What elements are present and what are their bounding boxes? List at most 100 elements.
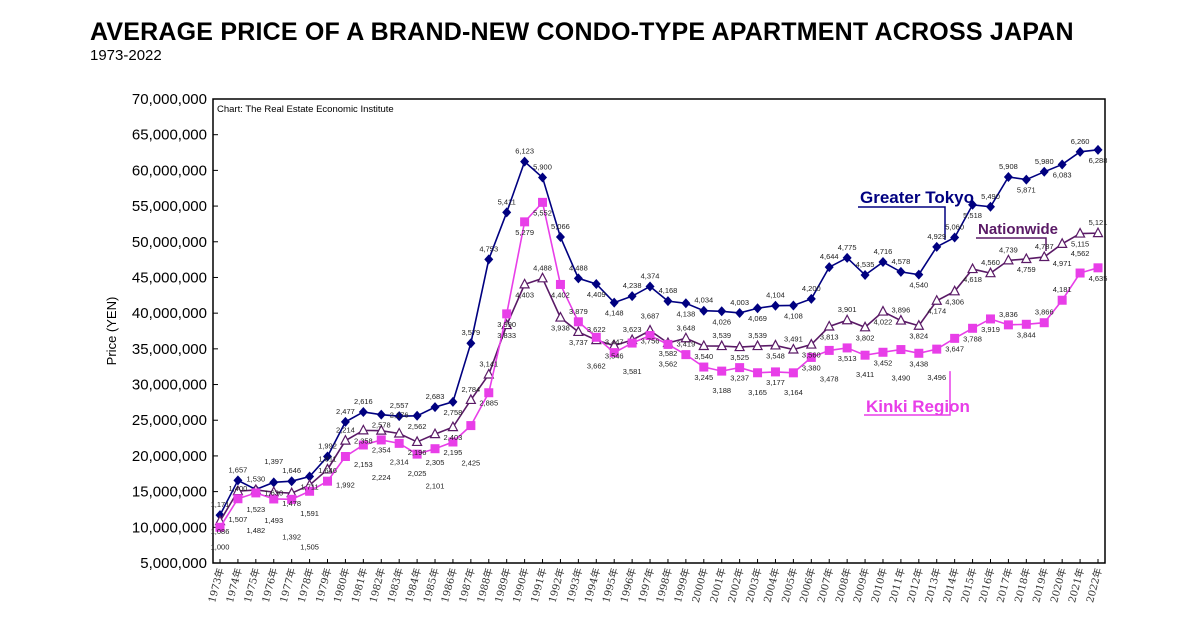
- kinki-region-point: [806, 352, 816, 362]
- nationwide-point: [877, 305, 889, 316]
- greater-tokyo-point: [358, 406, 368, 417]
- greater-tokyo-data-label: 5,060: [945, 222, 964, 231]
- nationwide-data-label: 3,901: [838, 305, 857, 314]
- kinki-region-data-label: 3,788: [963, 334, 982, 343]
- greater-tokyo-point: [1075, 146, 1085, 157]
- greater-tokyo-point: [1093, 144, 1103, 155]
- greater-tokyo-point: [520, 156, 530, 167]
- kinki-region-data-label: 4,635: [1089, 274, 1108, 283]
- greater-tokyo-data-label: 5,518: [963, 211, 982, 220]
- greater-tokyo-data-label: 4,003: [730, 298, 749, 307]
- greater-tokyo-data-label: 4,168: [659, 286, 678, 295]
- kinki-region-point: [412, 449, 422, 459]
- kinki-region-point: [269, 494, 279, 504]
- x-tick-label: 1984年: [402, 566, 424, 604]
- nationwide-point: [322, 463, 334, 474]
- greater-tokyo-point: [914, 269, 924, 280]
- nationwide-point: [931, 294, 943, 305]
- greater-tokyo-data-label: 1,530: [246, 474, 265, 483]
- y-tick-label: 50,000,000: [132, 234, 207, 251]
- kinki-region-point: [287, 494, 297, 504]
- nationwide-data-label: 5,115: [1071, 240, 1089, 249]
- nationwide-data-label: 1,478: [282, 499, 301, 508]
- x-tick-label: 2002年: [725, 566, 747, 604]
- x-tick-label: 1996年: [617, 566, 639, 604]
- greater-tokyo-data-label: 6,260: [1071, 137, 1090, 146]
- nationwide-point: [447, 420, 459, 432]
- x-tick-label: 2022年: [1083, 566, 1105, 604]
- greater-tokyo-point: [287, 476, 297, 487]
- kinki-region-data-label: 4,402: [551, 290, 570, 299]
- nationwide-data-label: 4,739: [999, 245, 1018, 254]
- y-tick-label: 65,000,000: [132, 127, 207, 144]
- greater-tokyo-point: [609, 297, 619, 308]
- nationwide-data-label: 4,618: [963, 275, 982, 284]
- greater-tokyo-data-label: 4,578: [892, 257, 911, 266]
- nationwide-data-label: 4,403: [515, 290, 534, 299]
- x-tick-label: 1978年: [295, 566, 317, 604]
- greater-tokyo-data-label: 2,683: [426, 392, 445, 401]
- nationwide-data-label: 2,214: [336, 426, 355, 435]
- nationwide-data-label: 3,546: [605, 352, 624, 361]
- kinki-region-data-label: 3,478: [820, 374, 839, 383]
- greater-tokyo-point: [340, 416, 350, 427]
- kinki-region-data-label: 3,562: [659, 359, 678, 368]
- nationwide-data-label: 3,813: [820, 333, 839, 342]
- nationwide-data-label: 1,493: [264, 516, 283, 525]
- chart-title: AVERAGE PRICE OF A BRAND-NEW CONDO-TYPE …: [90, 18, 1074, 46]
- x-tick-label: 1990年: [510, 566, 532, 604]
- kinki-region-data-label: 1,992: [336, 480, 355, 489]
- greater-tokyo-point: [591, 278, 601, 289]
- greater-tokyo-data-label: 4,488: [569, 263, 588, 272]
- y-tick-label: 35,000,000: [132, 341, 207, 358]
- kinki-region-data-label: 3,164: [784, 388, 803, 397]
- x-tick-label: 2011年: [886, 566, 908, 604]
- kinki-region-point: [305, 486, 315, 496]
- x-tick-label: 1977年: [277, 566, 299, 604]
- greater-tokyo-point: [305, 471, 315, 482]
- nationwide-data-label: 3,141: [479, 359, 498, 368]
- nationwide-point: [537, 272, 549, 283]
- x-tick-label: 1995年: [599, 566, 621, 604]
- x-tick-label: 1974年: [223, 566, 245, 604]
- kinki-region-data-label: 1,397: [264, 457, 283, 466]
- greater-tokyo-data-label: 1,646: [282, 466, 301, 475]
- greater-tokyo-data-label: 4,108: [784, 311, 803, 320]
- greater-tokyo-data-label: 4,535: [856, 260, 875, 269]
- kinki-region-data-label: 2,101: [426, 482, 445, 491]
- nationwide-data-label: 3,548: [766, 351, 785, 360]
- kinki-region-point: [824, 345, 834, 355]
- greater-tokyo-point: [573, 273, 583, 284]
- greater-tokyo-point: [1039, 166, 1049, 177]
- nationwide-point: [734, 340, 746, 352]
- x-tick-label: 2001年: [707, 566, 729, 604]
- kinki-region-point: [466, 421, 476, 431]
- greater-tokyo-data-label: 5,411: [498, 197, 516, 206]
- nationwide-data-label: 1,086: [211, 527, 230, 536]
- greater-tokyo-data-label: 2,562: [408, 422, 427, 431]
- greater-tokyo-data-label: 6,123: [515, 147, 534, 156]
- x-tick-label: 2010年: [868, 566, 890, 604]
- kinki-region-data-label: 3,188: [712, 386, 731, 395]
- source-note: Chart: The Real Estate Economic Institut…: [217, 104, 394, 115]
- kinki-region-point: [215, 522, 225, 532]
- kinki-region-data-label: 5,552: [533, 208, 552, 217]
- nationwide-point: [411, 435, 423, 447]
- kinki-region-data-label: 3,496: [927, 373, 946, 382]
- greater-tokyo-data-label: 4,200: [802, 284, 821, 293]
- x-tick-label: 2014年: [940, 566, 962, 604]
- kinki-region-point: [1039, 318, 1049, 328]
- nationwide-data-label: 3,622: [587, 325, 606, 334]
- nationwide-data-label: 2,358: [354, 436, 373, 445]
- greater-tokyo-data-label: 6,288: [1089, 156, 1108, 165]
- greater-tokyo-data-label: 5,900: [533, 163, 552, 172]
- greater-tokyo-data-label: 3,579: [461, 328, 480, 337]
- greater-tokyo-point: [233, 475, 243, 486]
- nationwide-point: [698, 339, 710, 351]
- nationwide-data-label: 3,756: [641, 337, 660, 346]
- plot-frame: [212, 98, 1106, 564]
- nationwide-data-label: 2,305: [426, 458, 445, 467]
- kinki-region-point: [753, 368, 763, 378]
- y-tick-label: 55,000,000: [132, 198, 207, 215]
- nationwide-data-label: 3,539: [748, 331, 767, 340]
